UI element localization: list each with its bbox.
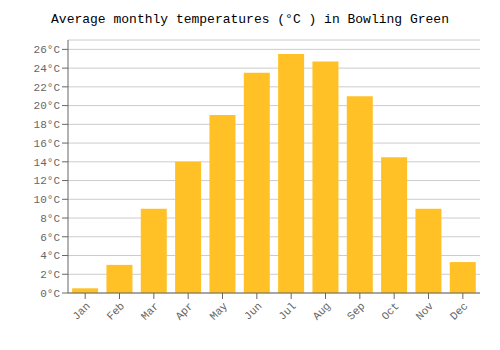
svg-text:2°C: 2°C bbox=[40, 269, 60, 281]
svg-text:4°C: 4°C bbox=[40, 250, 60, 262]
svg-text:20°C: 20°C bbox=[34, 100, 61, 112]
svg-text:22°C: 22°C bbox=[34, 82, 61, 94]
svg-text:May: May bbox=[208, 300, 231, 323]
svg-text:Sep: Sep bbox=[345, 300, 367, 322]
svg-text:14°C: 14°C bbox=[34, 157, 61, 169]
svg-text:Nov: Nov bbox=[414, 300, 437, 323]
html-text:Average monthly temperatures (: Average monthly temperatures (°C ) in Bo… bbox=[51, 12, 449, 27]
svg-text:Dec: Dec bbox=[448, 300, 470, 322]
svg-text:10°C: 10°C bbox=[34, 194, 61, 206]
svg-text:Jan: Jan bbox=[70, 300, 92, 322]
svg-text:Aug: Aug bbox=[311, 300, 333, 322]
svg-text:0°C: 0°C bbox=[40, 288, 60, 300]
svg-text:Apr: Apr bbox=[173, 300, 195, 322]
svg-text:8°C: 8°C bbox=[40, 213, 60, 225]
svg-text:18°C: 18°C bbox=[34, 119, 61, 131]
svg-text:Feb: Feb bbox=[105, 300, 127, 322]
svg-text:6°C: 6°C bbox=[40, 232, 60, 244]
svg-text:12°C: 12°C bbox=[34, 175, 61, 187]
svg-text:26°C: 26°C bbox=[34, 44, 61, 56]
svg-text:Oct: Oct bbox=[379, 300, 401, 322]
svg-text:24°C: 24°C bbox=[34, 63, 61, 75]
svg-text:Jun: Jun bbox=[242, 300, 264, 322]
svg-text:Jul: Jul bbox=[276, 300, 298, 322]
svg-text:16°C: 16°C bbox=[34, 138, 61, 150]
svg-text:Mar: Mar bbox=[139, 300, 161, 322]
